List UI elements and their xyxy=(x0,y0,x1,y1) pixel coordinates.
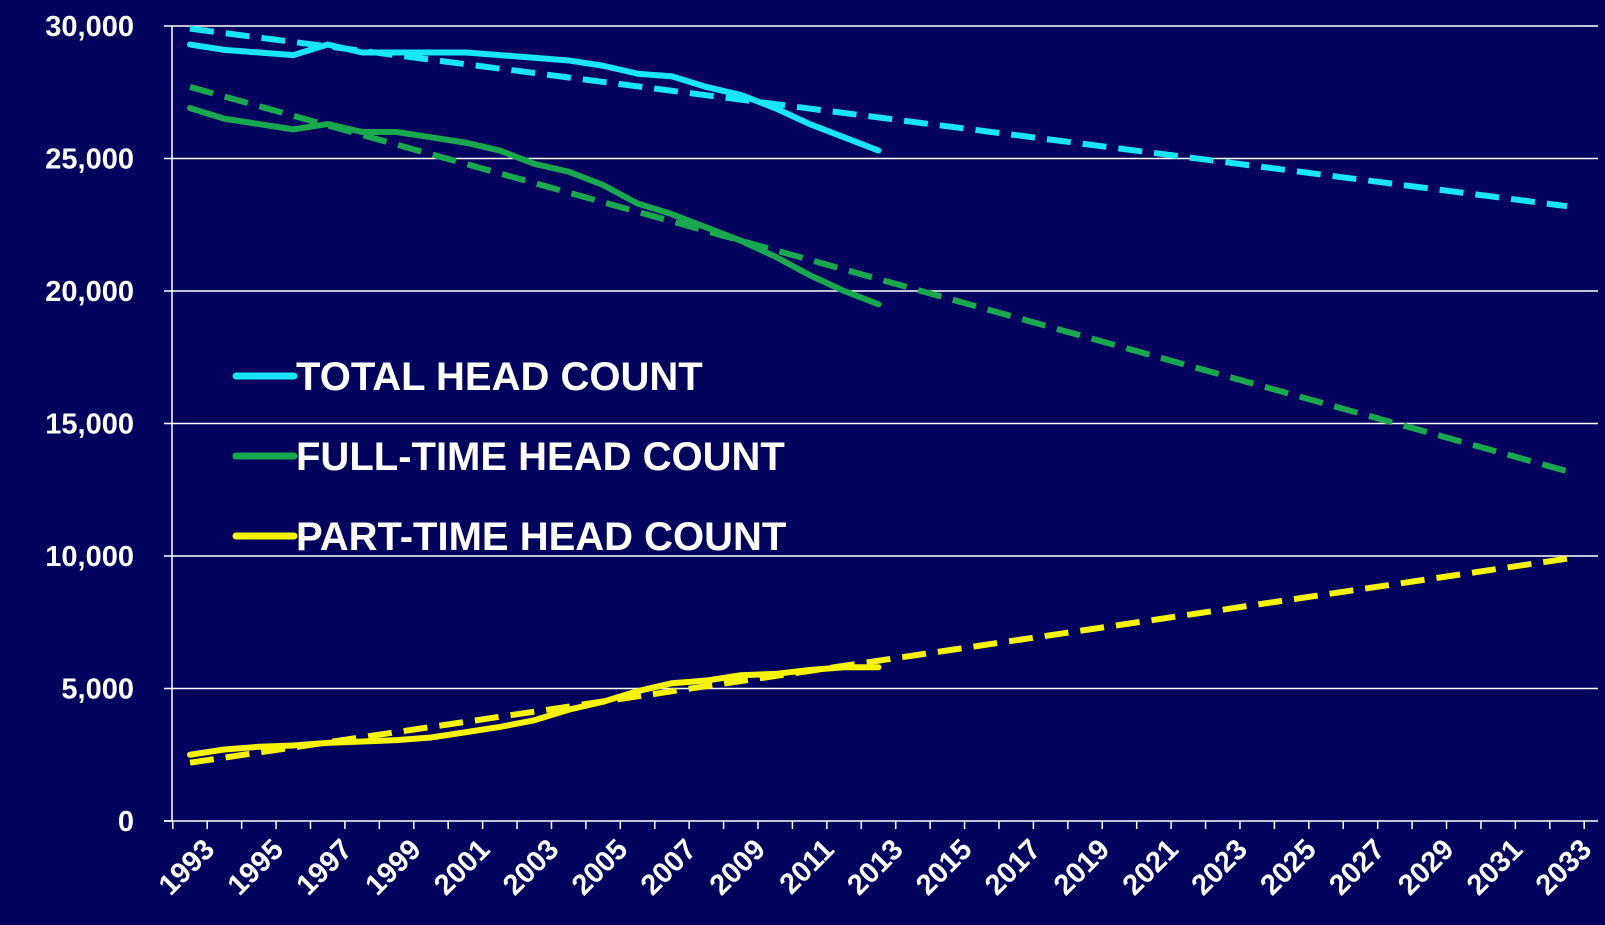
y-axis-tick-labels: 0 5,000 10,000 15,000 20,000 25,000 30,000 xyxy=(45,11,134,838)
series-line-total-head-count xyxy=(187,41,882,154)
grid-lines xyxy=(172,25,1598,690)
y-tick-label: 15,000 xyxy=(45,409,134,441)
y-tick-label: 20,000 xyxy=(45,276,134,308)
legend: TOTAL HEAD COUNT FULL-TIME HEAD COUNT PART… xyxy=(232,355,786,559)
legend-label: TOTAL HEAD COUNT xyxy=(296,355,703,399)
y-tick-label: 25,000 xyxy=(45,144,134,176)
legend-label: PART-TIME HEAD COUNT xyxy=(296,515,786,559)
axes xyxy=(164,25,1598,829)
series-line-part-time-head-count xyxy=(187,664,882,758)
trendline-part-time-head-count xyxy=(189,555,1568,766)
trendline-full-time-head-count xyxy=(189,84,1568,475)
trend-lines xyxy=(189,25,1568,766)
y-tick-label: 5,000 xyxy=(61,674,134,706)
y-tick-label: 30,000 xyxy=(45,11,134,43)
y-tick-label: 0 xyxy=(118,806,134,838)
trendline-total-head-count xyxy=(189,25,1568,210)
data-series xyxy=(187,41,882,758)
y-tick-label: 10,000 xyxy=(45,541,134,573)
series-line-full-time-head-count xyxy=(187,105,882,308)
legend-label: FULL-TIME HEAD COUNT xyxy=(296,435,785,479)
